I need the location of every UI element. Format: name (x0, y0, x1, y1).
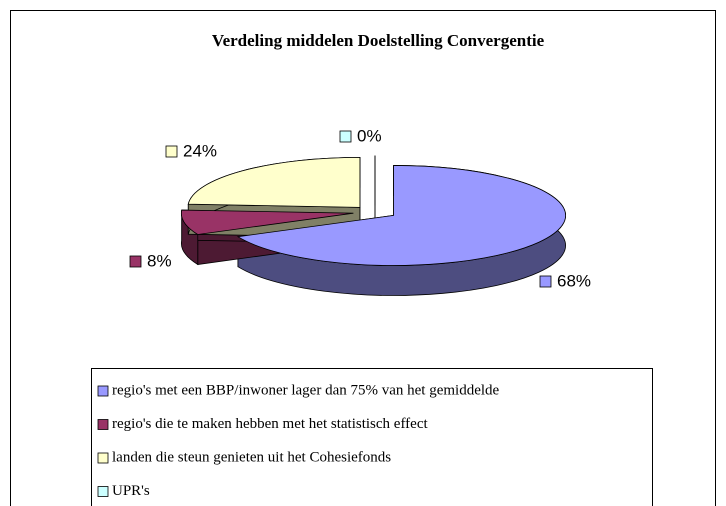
chart-frame (10, 10, 716, 506)
data-label: 0% (357, 126, 382, 145)
legend-key (97, 385, 109, 397)
slice-top (236, 165, 566, 266)
legend-label: regio's met een BBP/inwoner lager dan 75… (112, 382, 500, 398)
legend-key (97, 486, 109, 497)
data-label: 68% (557, 271, 591, 290)
legend-box (91, 368, 653, 506)
slice-top (180, 209, 354, 235)
legend-key (97, 452, 109, 464)
label-key (165, 145, 178, 158)
chart-title: Verdeling middelen Doelstelling Converge… (212, 31, 545, 50)
label-key (339, 130, 352, 143)
label-key (539, 275, 552, 288)
pie-tops (180, 155, 566, 266)
legend-label: landen die steun genieten uit het Cohesi… (112, 449, 391, 465)
label-key (129, 255, 142, 268)
slice-top (187, 156, 361, 208)
data-label: 8% (147, 251, 172, 270)
legend-key (97, 419, 109, 430)
data-label: 24% (183, 141, 217, 160)
legend-label: UPR's (112, 483, 150, 499)
legend-label: regio's die te maken hebben met het stat… (112, 416, 428, 432)
